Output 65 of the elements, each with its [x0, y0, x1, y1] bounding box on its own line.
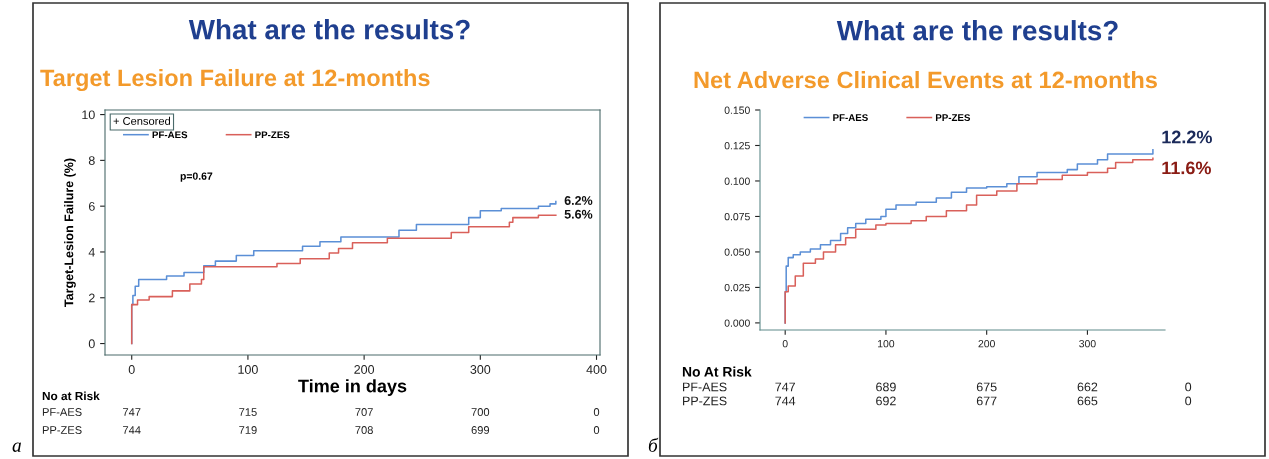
- text: б: [648, 437, 659, 452]
- text: 0: [593, 426, 600, 434]
- x-tick-label: 300: [470, 365, 491, 374]
- legend-label: PP-ZES: [255, 131, 290, 139]
- y-tick-label: 4: [88, 247, 95, 257]
- annotation: 6.2%: [564, 196, 593, 205]
- y-axis-title: Target-Lesion Failure (%): [64, 158, 76, 307]
- legend-label: PF-AES: [152, 131, 188, 139]
- text: 715: [239, 408, 257, 416]
- y-tick-label: 0.125: [724, 141, 750, 150]
- text: а: [12, 442, 21, 452]
- y-tick-label: 2: [88, 293, 95, 303]
- y-tick-label: 8: [88, 156, 95, 166]
- y-tick-label: 0.100: [724, 177, 750, 185]
- text: 747: [123, 408, 141, 416]
- chart-subtitle: Target Lesion Failure at 12-months: [40, 68, 430, 92]
- text: 677: [976, 396, 997, 406]
- text: PP-ZES: [42, 426, 82, 434]
- text: 0: [593, 408, 600, 416]
- annotation: + Censored: [113, 116, 171, 125]
- y-tick-label: 6: [88, 201, 95, 211]
- text: PF-AES: [683, 382, 727, 392]
- text: PP-ZES: [683, 396, 727, 406]
- x-tick-label: 200: [978, 340, 995, 348]
- text: PF-AES: [42, 408, 82, 416]
- text: 744: [775, 396, 796, 406]
- text: 699: [471, 426, 490, 434]
- chart-title: What are the results?: [836, 20, 1118, 41]
- chart-subtitle: Net Adverse Clinical Events at 12-months: [694, 71, 1157, 89]
- legend-label: PF-AES: [833, 114, 868, 122]
- text: No at Risk: [42, 391, 100, 401]
- text: 692: [876, 396, 896, 406]
- text: 675: [976, 382, 997, 392]
- x-tick-label: 0: [128, 365, 135, 374]
- y-tick-label: 0.075: [724, 212, 750, 221]
- x-tick-label: 0: [782, 340, 788, 348]
- annotation: p=0.67: [180, 172, 213, 182]
- x-tick-label: 100: [238, 365, 258, 374]
- annotation: 12.2%: [1162, 130, 1212, 144]
- text: 700: [471, 408, 490, 416]
- legend-label: PP-ZES: [935, 114, 971, 122]
- y-tick-label: 10: [82, 110, 95, 120]
- text: 708: [355, 426, 373, 434]
- text: 0: [1185, 382, 1192, 392]
- text: 707: [355, 408, 373, 416]
- y-tick-label: 0.000: [724, 319, 750, 327]
- text: 719: [239, 426, 257, 434]
- text: 662: [1077, 382, 1098, 392]
- text: No At Risk: [682, 366, 752, 377]
- x-tick-label: 400: [586, 365, 607, 374]
- text: 0: [1185, 396, 1192, 406]
- y-tick-label: 0.050: [724, 248, 750, 256]
- text: 744: [123, 426, 141, 434]
- x-tick-label: 300: [1079, 340, 1096, 348]
- chart-title: What are the results?: [188, 19, 470, 40]
- text: 689: [876, 382, 896, 392]
- x-axis-title: Time in days: [298, 379, 407, 396]
- annotation: 5.6%: [564, 209, 593, 219]
- x-tick-label: 100: [878, 340, 895, 348]
- y-tick-label: 0.150: [724, 106, 750, 114]
- annotation: 11.6%: [1162, 161, 1211, 175]
- y-tick-label: 0.025: [724, 283, 750, 292]
- text: 747: [775, 382, 795, 392]
- text: 665: [1077, 396, 1098, 406]
- x-tick-label: 200: [354, 365, 375, 374]
